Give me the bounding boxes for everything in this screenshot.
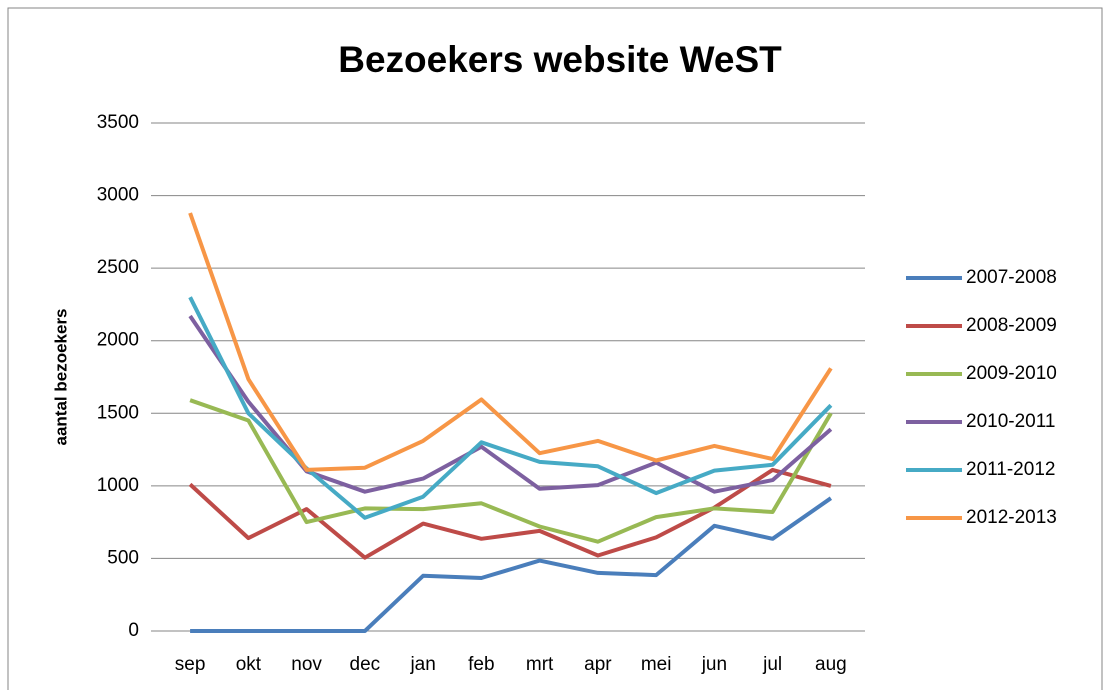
series-line bbox=[190, 496, 833, 633]
series-line bbox=[188, 467, 832, 560]
y-tick-label: 2500 bbox=[97, 257, 139, 278]
series-line bbox=[188, 212, 833, 472]
y-tick-label: 500 bbox=[107, 547, 139, 568]
series-line bbox=[189, 398, 833, 544]
legend-label: 2008-2009 bbox=[966, 315, 1057, 336]
y-tick-label: 1500 bbox=[97, 402, 139, 423]
x-tick-label: sep bbox=[175, 654, 206, 675]
legend-label: 2007-2008 bbox=[966, 267, 1057, 288]
y-tick-label: 3000 bbox=[97, 185, 139, 206]
y-tick-label: 1000 bbox=[97, 475, 139, 496]
legend-label: 2010-2011 bbox=[966, 411, 1055, 432]
x-tick-label: jan bbox=[409, 654, 435, 675]
x-tick-label: nov bbox=[291, 654, 322, 675]
legend-label: 2012-2013 bbox=[966, 507, 1057, 528]
x-tick-label: okt bbox=[236, 654, 262, 675]
x-tick-label: mrt bbox=[526, 654, 554, 675]
series-line bbox=[188, 296, 833, 520]
y-tick-label: 0 bbox=[128, 620, 139, 641]
x-tick-label: apr bbox=[584, 654, 612, 675]
y-tick-label: 2000 bbox=[97, 330, 139, 351]
legend-label: 2009-2010 bbox=[966, 363, 1057, 384]
x-tick-label: mei bbox=[641, 654, 672, 675]
legend-label: 2011-2012 bbox=[966, 459, 1055, 480]
x-tick-label: jul bbox=[762, 654, 782, 675]
y-tick-label: 3500 bbox=[97, 112, 139, 133]
y-axis-label: aantal bezoekers bbox=[51, 308, 70, 445]
x-tick-label: dec bbox=[350, 654, 381, 675]
chart-title: Bezoekers website WeST bbox=[338, 39, 782, 80]
x-tick-label: feb bbox=[468, 654, 494, 675]
x-tick-label: jun bbox=[701, 654, 727, 675]
x-tick-label: aug bbox=[815, 654, 847, 675]
chart-border bbox=[7, 7, 1103, 690]
